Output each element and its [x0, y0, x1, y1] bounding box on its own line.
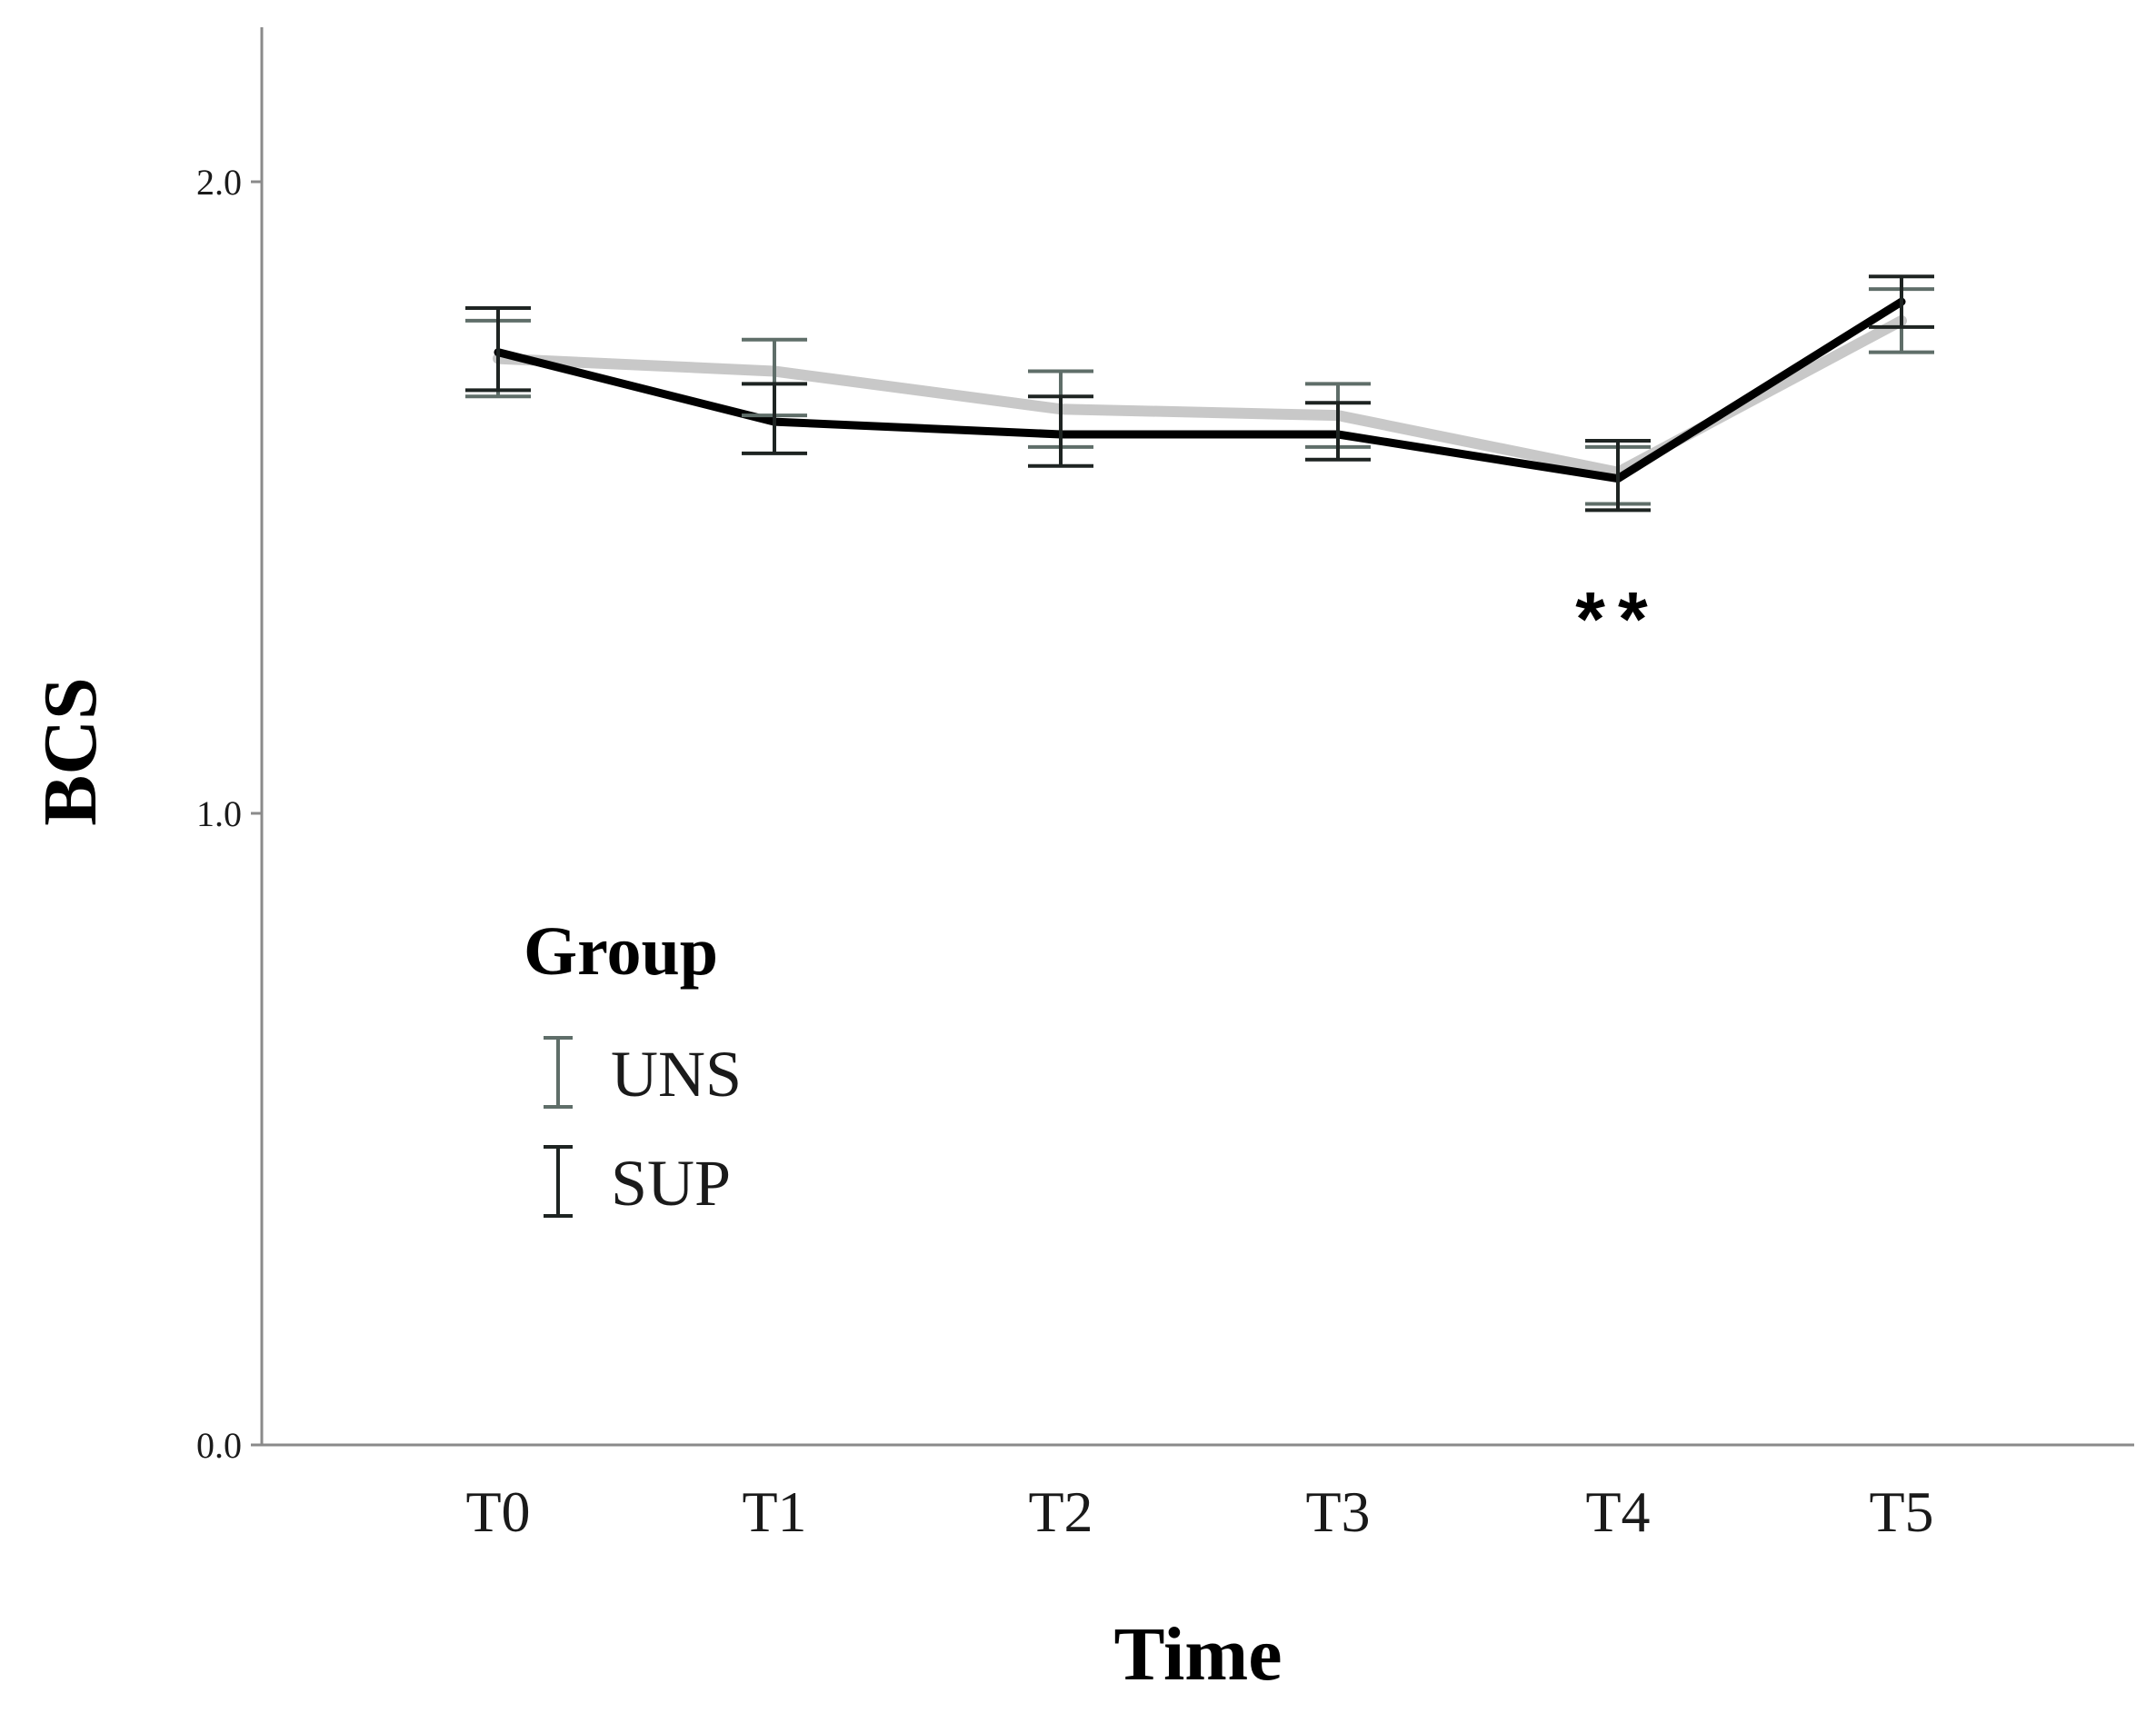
x-tick-label: T5: [1869, 1479, 1933, 1544]
legend-item-sup: SUP: [544, 1145, 731, 1220]
y-tick-label: 2.0: [196, 162, 242, 203]
series-uns: [493, 314, 1907, 478]
legend-label: SUP: [611, 1147, 731, 1220]
series-sup: [494, 297, 1906, 483]
y-tick-label: 1.0: [196, 793, 242, 834]
legend-items: UNS SUP: [544, 1036, 742, 1220]
series-line-uns: [493, 314, 1907, 478]
series-line-sup: [494, 297, 1906, 483]
x-tick-label: T0: [465, 1479, 530, 1544]
annotations: **: [1575, 576, 1660, 662]
error-bar: [1585, 438, 1651, 513]
error-bar: [465, 306, 531, 393]
x-tick-label: T4: [1585, 1479, 1650, 1544]
error-bar: [742, 382, 807, 455]
legend-errorbar-icon: [544, 1036, 573, 1109]
axes: [260, 27, 2134, 1447]
x-tick-label: T2: [1028, 1479, 1093, 1544]
y-tick-label: 0.0: [196, 1425, 242, 1466]
x-tick-label: T1: [742, 1479, 806, 1544]
errorbars-sup: [465, 274, 1934, 513]
series: [465, 274, 1934, 513]
x-tick-label: T3: [1305, 1479, 1370, 1544]
legend-item-uns: UNS: [544, 1036, 742, 1110]
legend: Group UNS SUP: [524, 913, 742, 1220]
error-bar: [1305, 401, 1371, 462]
legend-errorbar-icon: [544, 1145, 573, 1218]
error-bar: [1869, 274, 1934, 329]
error-bar: [1028, 394, 1093, 468]
y-ticks: 0.0 1.0 2.0: [196, 162, 262, 1466]
legend-label: UNS: [611, 1038, 742, 1110]
significance-annotation: **: [1575, 576, 1660, 662]
legend-title: Group: [524, 913, 718, 990]
x-ticks: T0 T1 T2 T3 T4 T5: [465, 1479, 1933, 1544]
y-axis-title: BCS: [28, 677, 113, 825]
x-axis-title: Time: [1113, 1612, 1282, 1697]
